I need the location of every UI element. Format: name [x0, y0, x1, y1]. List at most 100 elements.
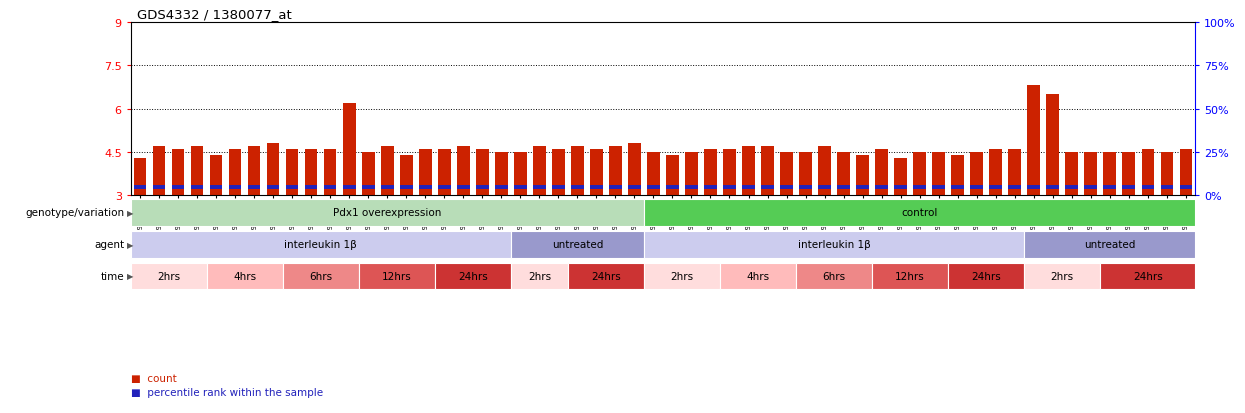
Bar — [172, 150, 184, 196]
Bar — [1142, 150, 1154, 196]
Bar — [1101, 263, 1195, 290]
Text: 4hrs: 4hrs — [233, 271, 256, 281]
Text: ■  percentile rank within the sample: ■ percentile rank within the sample — [131, 387, 322, 397]
Bar — [305, 150, 317, 196]
Bar — [420, 186, 432, 190]
Bar — [305, 186, 317, 190]
Bar — [685, 152, 697, 196]
Bar — [381, 186, 393, 190]
Bar — [933, 186, 945, 190]
Bar — [666, 155, 679, 196]
Text: 2hrs: 2hrs — [528, 271, 552, 281]
Bar — [476, 186, 488, 190]
Bar — [248, 186, 260, 190]
Bar — [990, 150, 1002, 196]
Bar — [533, 186, 545, 190]
Bar — [857, 186, 869, 190]
Bar — [723, 150, 736, 196]
Bar — [510, 263, 568, 290]
Bar — [210, 155, 223, 196]
Bar — [875, 186, 888, 190]
Bar — [857, 155, 869, 196]
Bar — [1103, 186, 1116, 190]
Bar — [1047, 95, 1058, 196]
Text: interleukin 1β: interleukin 1β — [798, 240, 870, 249]
Bar — [207, 263, 283, 290]
Bar — [914, 152, 926, 196]
Bar — [134, 158, 147, 196]
Bar — [705, 150, 717, 196]
Bar — [1142, 186, 1154, 190]
Bar — [629, 186, 641, 190]
Bar — [720, 263, 796, 290]
Bar — [438, 150, 451, 196]
Text: ▶: ▶ — [127, 208, 133, 217]
Text: interleukin 1β: interleukin 1β — [284, 240, 357, 249]
Bar — [1123, 186, 1135, 190]
Bar — [571, 186, 584, 190]
Bar — [1084, 186, 1097, 190]
Bar — [400, 155, 412, 196]
Bar — [949, 263, 1025, 290]
Text: time: time — [101, 271, 124, 281]
Bar — [1066, 152, 1078, 196]
Bar — [742, 186, 754, 190]
Text: ▶: ▶ — [127, 272, 133, 281]
Bar — [990, 186, 1002, 190]
Bar — [818, 147, 830, 196]
Bar — [894, 186, 906, 190]
Text: 2hrs: 2hrs — [670, 271, 693, 281]
Bar — [781, 186, 793, 190]
Bar — [514, 186, 527, 190]
Text: 24hrs: 24hrs — [1133, 271, 1163, 281]
Bar — [1027, 86, 1040, 196]
Bar — [229, 150, 242, 196]
Text: 6hrs: 6hrs — [309, 271, 332, 281]
Bar — [1008, 150, 1021, 196]
Bar — [1008, 186, 1021, 190]
Bar — [644, 199, 1195, 226]
Bar — [553, 150, 564, 196]
Bar — [533, 147, 545, 196]
Bar — [838, 152, 850, 196]
Bar — [1025, 231, 1195, 258]
Bar — [970, 186, 982, 190]
Bar — [381, 147, 393, 196]
Bar — [359, 263, 435, 290]
Text: 24hrs: 24hrs — [591, 271, 621, 281]
Bar — [647, 152, 660, 196]
Bar — [438, 186, 451, 190]
Bar — [1179, 150, 1191, 196]
Bar — [951, 186, 964, 190]
Bar — [190, 186, 203, 190]
Bar — [1103, 152, 1116, 196]
Bar — [286, 150, 299, 196]
Bar — [644, 231, 1025, 258]
Text: ▶: ▶ — [127, 240, 133, 249]
Bar — [1160, 186, 1173, 190]
Bar — [1025, 263, 1101, 290]
Bar — [286, 186, 299, 190]
Bar — [229, 186, 242, 190]
Bar — [268, 186, 279, 190]
Bar — [1123, 152, 1135, 196]
Bar — [553, 186, 564, 190]
Text: 6hrs: 6hrs — [823, 271, 845, 281]
Bar — [134, 186, 147, 190]
Bar — [324, 150, 336, 196]
Bar — [644, 263, 720, 290]
Bar — [283, 263, 359, 290]
Bar — [248, 147, 260, 196]
Bar — [131, 263, 207, 290]
Bar — [609, 186, 621, 190]
Bar — [153, 147, 166, 196]
Bar — [799, 186, 812, 190]
Bar — [872, 263, 949, 290]
Text: genotype/variation: genotype/variation — [25, 208, 125, 218]
Text: ■  count: ■ count — [131, 373, 177, 383]
Bar — [685, 186, 697, 190]
Text: 12hrs: 12hrs — [895, 271, 925, 281]
Bar — [914, 186, 926, 190]
Bar — [970, 152, 982, 196]
Bar — [781, 152, 793, 196]
